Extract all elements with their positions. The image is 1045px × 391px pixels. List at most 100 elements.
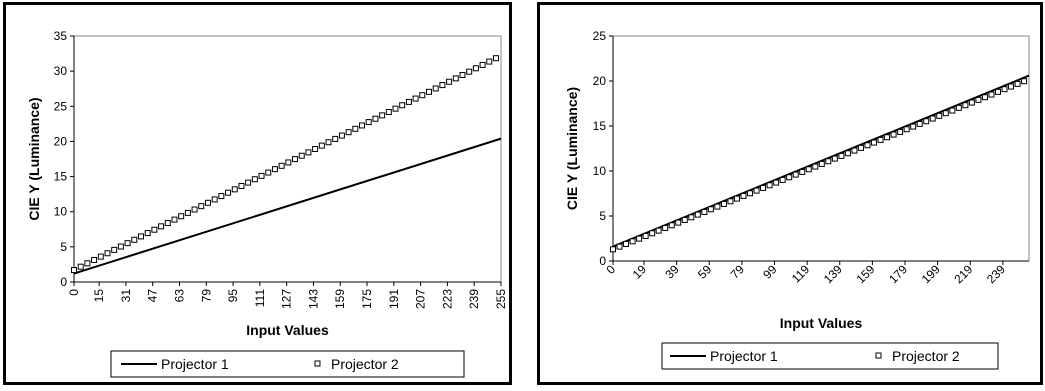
- data-point: [111, 246, 118, 253]
- data-point: [610, 246, 616, 253]
- data-point: [459, 72, 466, 79]
- data-point: [379, 112, 386, 119]
- x-tick-label: 143: [306, 289, 320, 309]
- series-line-projector-1: [73, 137, 502, 275]
- data-point: [245, 179, 252, 186]
- data-point: [412, 95, 419, 102]
- x-tick-label: 0: [67, 289, 81, 296]
- data-point: [1014, 80, 1021, 87]
- y-tick-label: 25: [593, 29, 607, 43]
- data-point: [432, 85, 439, 92]
- data-point: [851, 147, 858, 154]
- legend-swatch-marker: [875, 352, 882, 359]
- legend-box: [661, 342, 999, 370]
- data-point: [668, 222, 675, 229]
- data-point: [419, 92, 426, 99]
- data-point: [204, 199, 211, 206]
- data-point: [265, 169, 272, 176]
- data-point: [191, 206, 198, 213]
- data-point: [305, 149, 312, 156]
- data-point: [675, 219, 682, 226]
- data-point: [968, 99, 975, 106]
- data-point: [955, 104, 962, 111]
- series-markers-projector-2: [71, 55, 499, 274]
- data-point: [916, 120, 923, 127]
- data-point: [747, 190, 754, 197]
- data-point: [466, 68, 473, 75]
- data-point: [844, 150, 851, 157]
- data-point: [439, 82, 446, 89]
- data-point: [258, 172, 265, 179]
- data-point: [949, 107, 956, 114]
- data-point: [812, 163, 819, 170]
- data-point: [198, 203, 205, 210]
- data-point: [486, 58, 493, 65]
- data-point: [636, 235, 643, 242]
- data-point: [218, 193, 225, 200]
- data-point: [84, 260, 91, 267]
- data-point: [452, 75, 459, 82]
- x-tick-label: 15: [92, 289, 106, 303]
- x-tick-label: 239: [467, 289, 481, 309]
- x-tick-label: 239: [984, 262, 1008, 286]
- data-point: [345, 129, 352, 136]
- data-point: [688, 214, 695, 221]
- data-point: [884, 134, 891, 141]
- data-point: [681, 216, 688, 223]
- y-tick-label: 5: [599, 209, 606, 223]
- x-tick-label: 159: [333, 289, 347, 309]
- data-point: [838, 152, 845, 159]
- data-point: [285, 159, 292, 166]
- data-point: [91, 256, 98, 263]
- data-point: [890, 131, 897, 138]
- data-point: [352, 125, 359, 132]
- data-point: [178, 213, 185, 220]
- data-point: [897, 128, 904, 135]
- data-point: [164, 219, 171, 226]
- data-point: [77, 263, 84, 270]
- data-point: [629, 238, 636, 245]
- legend-label: Projector 1: [161, 356, 229, 372]
- x-axis-title: Input Values: [246, 322, 329, 338]
- data-point: [623, 240, 630, 247]
- data-point: [642, 232, 649, 239]
- y-tick-label: 15: [593, 119, 607, 133]
- data-point: [714, 203, 721, 210]
- data-point: [184, 209, 191, 216]
- data-point: [799, 168, 806, 175]
- data-point: [251, 176, 258, 183]
- x-tick-label: 111: [253, 289, 267, 308]
- data-point: [1001, 86, 1008, 93]
- data-point: [1021, 78, 1028, 85]
- data-point: [385, 109, 392, 116]
- data-point: [131, 236, 138, 243]
- chart-right: 0 5 10 15 20 25 0 19 39 59 79 99 119 139 159 179 199 219 2…: [564, 29, 1030, 370]
- y-tick-label: 20: [593, 74, 607, 88]
- y-tick-label: 10: [593, 164, 607, 178]
- y-tick-label: 10: [54, 205, 68, 219]
- data-point: [701, 208, 708, 215]
- x-tick-label: 79: [728, 262, 748, 282]
- data-point: [831, 155, 838, 162]
- data-point: [694, 211, 701, 218]
- data-point: [137, 233, 144, 240]
- data-point: [779, 176, 786, 183]
- data-point: [995, 88, 1002, 95]
- data-point: [231, 186, 238, 193]
- data-point: [962, 102, 969, 109]
- data-point: [325, 139, 332, 146]
- legend-swatch-marker: [314, 360, 321, 367]
- data-point: [760, 184, 767, 191]
- y-tick-label: 35: [54, 29, 68, 43]
- y-tick-label: 15: [54, 170, 68, 184]
- data-point: [425, 88, 432, 95]
- y-axis-title: CIE Y (Luminance): [564, 87, 580, 210]
- data-point: [929, 115, 936, 122]
- x-tick-label: 127: [280, 289, 294, 309]
- data-point: [1008, 83, 1015, 90]
- x-tick-label: 175: [360, 289, 374, 309]
- data-point: [910, 123, 917, 130]
- chart-panel-right: 0 5 10 15 20 25 0 19 39 59 79 99 119 139 159 179 199 219 2…: [537, 2, 1043, 385]
- data-point: [124, 240, 131, 247]
- x-tick-label: 179: [886, 262, 910, 286]
